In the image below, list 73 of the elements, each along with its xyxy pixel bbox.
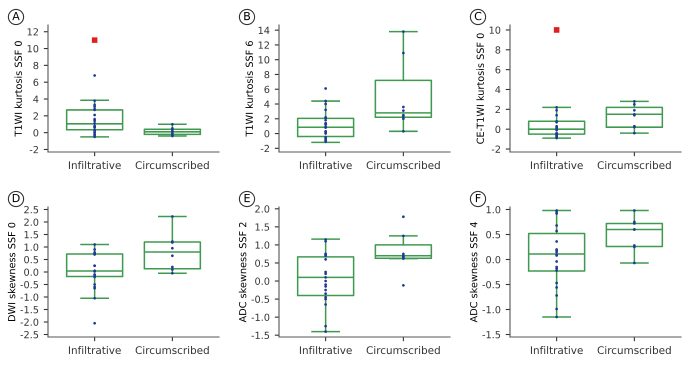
- y-tick-label: -2.5: [20, 330, 38, 338]
- y-tick-label: 2.0: [24, 218, 38, 226]
- y-axis-title: ADC skewness SSF 4: [470, 222, 478, 322]
- y-tick-label: -2: [260, 144, 269, 152]
- y-tick-label: 8: [495, 46, 500, 54]
- y-tick-label: -0.5: [482, 280, 500, 288]
- y-tick-label: -1.0: [20, 293, 38, 301]
- x-tick-label: Infiltrative: [68, 346, 121, 354]
- y-tick-label: -2: [30, 146, 38, 154]
- x-tick-label: Circumscribed: [366, 161, 440, 170]
- chart-title: F: [476, 194, 481, 202]
- y-tick-label: 1.0: [486, 206, 500, 214]
- chart-title: C: [474, 12, 482, 20]
- y-tick-label: 1.0: [256, 241, 270, 249]
- y-tick-label: -0.5: [251, 296, 270, 303]
- y-tick-label: 1.0: [24, 243, 38, 251]
- y-tick-label: 0.0: [24, 268, 38, 276]
- y-tick-label: -2.0: [20, 318, 38, 326]
- y-tick-label: 8: [33, 62, 38, 70]
- y-axis-title: CE-T1WI kurtosis SSF 0: [476, 33, 484, 144]
- x-tick-label: Infiltrative: [530, 346, 583, 354]
- y-tick-label: 8: [264, 70, 270, 78]
- y-tick-label: 2: [496, 106, 500, 114]
- y-tick-label: -2: [492, 146, 500, 153]
- y-tick-label: 0.0: [255, 278, 270, 285]
- y-axis-title: DWI skewness SSF 0: [8, 222, 16, 321]
- y-tick-label: 4: [264, 100, 270, 108]
- y-tick-label: 12: [28, 28, 38, 36]
- chart-title: B: [244, 12, 250, 20]
- y-tick-label: 2.0: [255, 205, 270, 213]
- x-tick-label: Circumscribed: [136, 161, 209, 170]
- y-tick-label: 10: [490, 26, 500, 34]
- y-tick-label: 6: [495, 66, 500, 74]
- y-tick-label: -1.5: [482, 331, 500, 338]
- chart-title: D: [12, 194, 20, 202]
- y-tick-label: 2: [34, 112, 38, 120]
- y-tick-label: 1.5: [24, 231, 38, 238]
- y-tick-label: 0.5: [255, 259, 270, 267]
- y-tick-label: 0: [264, 130, 270, 138]
- y-axis-title: T1WI kurtosis SSF 0: [14, 41, 22, 137]
- chart-title: E: [244, 194, 250, 202]
- x-tick-label: Circumscribed: [136, 346, 209, 354]
- y-tick-label: -0.5: [20, 280, 38, 288]
- y-tick-label: 10: [258, 56, 270, 64]
- chart-title: A: [12, 12, 20, 20]
- y-tick-label: 2.5: [24, 206, 38, 214]
- y-tick-label: 4: [33, 96, 38, 103]
- y-axis-title: T1WI kurtosis SSF 6: [245, 41, 253, 137]
- y-tick-label: 10: [28, 45, 38, 52]
- y-tick-label: -1.0: [251, 314, 270, 321]
- x-tick-label: Circumscribed: [598, 346, 671, 354]
- y-tick-label: 12: [258, 41, 269, 49]
- y-tick-label: 6: [264, 86, 270, 94]
- y-tick-label: 2: [264, 115, 269, 122]
- y-tick-label: 1.5: [256, 223, 270, 231]
- x-tick-label: Infiltrative: [68, 161, 121, 170]
- y-tick-label: 0: [495, 126, 500, 134]
- y-tick-label: 0.0: [486, 256, 500, 264]
- y-tick-label: 0: [33, 129, 38, 136]
- y-tick-label: -1.5: [251, 332, 270, 340]
- y-tick-label: 0.5: [24, 256, 38, 264]
- y-tick-label: 14: [258, 26, 270, 34]
- y-tick-label: -1.5: [20, 306, 38, 314]
- y-tick-label: 0.5: [486, 230, 500, 238]
- x-tick-label: Infiltrative: [530, 161, 583, 170]
- y-tick-label: -1.0: [482, 306, 500, 314]
- x-tick-label: Circumscribed: [366, 346, 440, 354]
- x-tick-label: Infiltrative: [300, 161, 352, 170]
- x-tick-label: Infiltrative: [300, 346, 352, 354]
- y-tick-label: 4: [495, 86, 500, 94]
- y-axis-title: ADC skewness SSF 2: [238, 222, 246, 322]
- y-tick-label: 6: [33, 78, 38, 86]
- x-tick-label: Circumscribed: [598, 161, 671, 170]
